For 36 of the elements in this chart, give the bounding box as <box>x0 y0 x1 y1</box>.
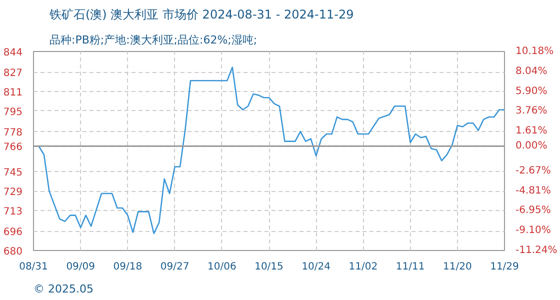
y2-tick-label: -9.10% <box>516 225 551 236</box>
x-tick-label: 11/29 <box>490 262 519 272</box>
x-tick-label: 11/02 <box>348 262 378 272</box>
chart-title: 铁矿石(澳) 澳大利亚 市场价 2024-08-31 - 2024-11-29 <box>48 8 354 22</box>
x-tick-label: 10/24 <box>302 262 331 272</box>
y2-tick-label: 0.00% <box>516 140 548 152</box>
y-tick-label: 745 <box>3 168 23 179</box>
y-tick-label: 844 <box>3 48 23 58</box>
y2-tick-label: 8.04% <box>516 66 548 77</box>
chart-subtitle: 品种:PB粉;产地:澳大利亚;品位:62%;湿吨; <box>50 34 258 46</box>
y-tick-label: 795 <box>3 106 23 118</box>
y2-tick-label: 1.61% <box>516 126 548 137</box>
x-tick-label: 10/06 <box>207 262 236 272</box>
y-tick-label: 811 <box>3 88 23 99</box>
x-tick-label: 09/09 <box>66 262 96 272</box>
x-tick-label: 09/27 <box>160 262 190 272</box>
y2-tick-label: -2.67% <box>516 165 551 176</box>
y-tick-label: 766 <box>3 142 23 154</box>
y2-tick-label: 10.18% <box>516 46 554 57</box>
y-tick-label: 778 <box>3 128 23 139</box>
y2-tick-label: 3.76% <box>516 106 548 117</box>
y2-tick-label: -6.95% <box>516 205 551 216</box>
y-tick-label: 827 <box>3 68 23 80</box>
x-tick-label: 11/11 <box>396 262 425 272</box>
y-tick-label: 696 <box>3 227 23 238</box>
y-tick-label: 713 <box>3 206 23 218</box>
y-tick-label: 729 <box>3 187 23 198</box>
x-tick-label: 08/31 <box>19 262 48 272</box>
y2-tick-label: 5.90% <box>516 86 548 97</box>
y-tick-label: 680 <box>3 246 23 258</box>
x-tick-label: 11/20 <box>442 262 472 272</box>
x-tick-label: 09/18 <box>113 262 142 272</box>
y2-tick-label: -11.24% <box>516 245 558 256</box>
text: © 2025.05 <box>34 282 94 296</box>
y2-tick-label: -4.81% <box>516 185 551 196</box>
x-tick-label: 10/15 <box>254 262 284 272</box>
